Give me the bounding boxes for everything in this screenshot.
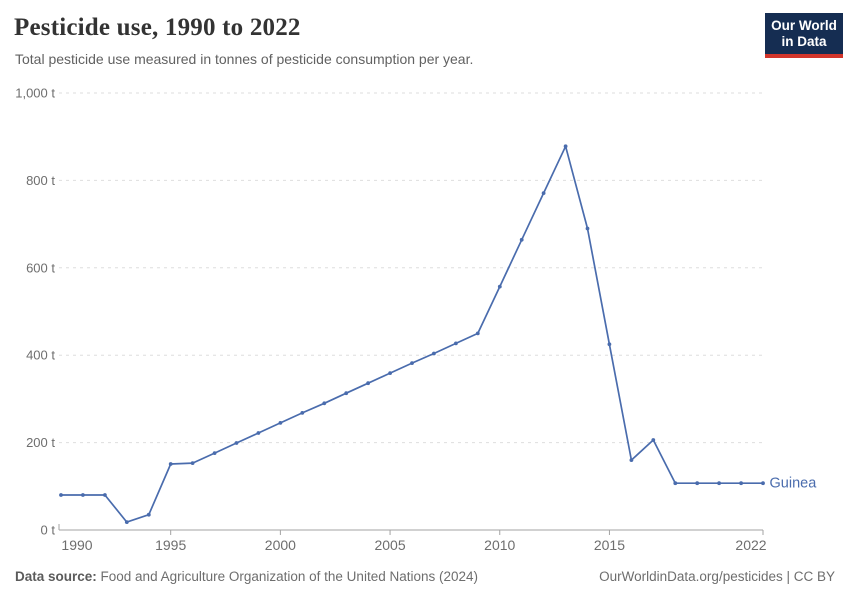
y-axis-label-400: 400 t: [26, 348, 55, 363]
data-point-2003[interactable]: [344, 391, 349, 396]
data-point-2022[interactable]: [761, 481, 765, 486]
data-point-2011[interactable]: [519, 237, 524, 242]
data-point-2019[interactable]: [695, 481, 700, 486]
x-axis-label-1990: 1990: [61, 537, 92, 553]
data-point-2020[interactable]: [717, 481, 721, 486]
data-point-2009[interactable]: [475, 331, 480, 336]
owid-url-license[interactable]: OurWorldinData.org/pesticides | CC BY: [599, 569, 835, 584]
data-point-2000[interactable]: [278, 421, 283, 425]
x-axis-label-2005: 2005: [374, 537, 405, 553]
data-point-2015[interactable]: [607, 342, 612, 347]
data-source-label: Data source:: [15, 569, 97, 584]
owid-logo-line1: Our World: [771, 18, 837, 33]
owid-logo-line2: in Data: [781, 34, 827, 49]
data-point-2006[interactable]: [410, 361, 414, 365]
data-point-1995[interactable]: [168, 462, 173, 466]
owid-logo[interactable]: Our World in Data: [765, 13, 843, 58]
data-point-2016[interactable]: [629, 458, 634, 462]
y-axis-label-600: 600 t: [26, 260, 55, 275]
chart-subtitle: Total pesticide use measured in tonnes o…: [15, 51, 474, 67]
data-point-2005[interactable]: [388, 371, 392, 375]
guinea-line[interactable]: [60, 145, 764, 523]
data-source-text: Food and Agriculture Organization of the…: [96, 569, 479, 584]
data-point-2021[interactable]: [739, 481, 743, 486]
y-axis-label-200: 200 t: [26, 435, 55, 450]
data-point-2002[interactable]: [322, 401, 327, 406]
x-axis-label-2015: 2015: [594, 537, 625, 553]
data-point-2014[interactable]: [585, 226, 590, 231]
data-point-1992[interactable]: [103, 493, 107, 497]
data-point-2008[interactable]: [454, 341, 458, 346]
data-point-1990[interactable]: [59, 493, 63, 497]
x-axis-label-2022: 2022: [735, 537, 766, 553]
data-point-2004[interactable]: [366, 381, 370, 386]
y-axis-label-1000: 1,000 t: [15, 86, 55, 101]
data-point-1994[interactable]: [146, 512, 151, 517]
data-point-2013[interactable]: [563, 144, 568, 149]
x-axis-label-2000: 2000: [265, 537, 296, 553]
chart-header: Pesticide use, 1990 to 2022 Total pestic…: [14, 12, 473, 68]
y-axis-label-0: 0 t: [41, 523, 56, 538]
data-point-2018[interactable]: [673, 481, 678, 486]
series-label-guinea[interactable]: Guinea: [770, 476, 818, 492]
x-axis-label-2010: 2010: [484, 537, 515, 553]
data-point-2012[interactable]: [541, 191, 546, 196]
data-point-2010[interactable]: [497, 284, 502, 289]
data-point-1993[interactable]: [124, 520, 129, 524]
data-point-1991[interactable]: [81, 493, 85, 497]
data-point-2001[interactable]: [300, 411, 305, 415]
data-point-1996[interactable]: [190, 461, 195, 465]
data-point-2017[interactable]: [651, 438, 656, 442]
y-axis-label-800: 800 t: [26, 173, 55, 188]
data-point-1998[interactable]: [234, 441, 239, 445]
data-source: Data source: Food and Agriculture Organi…: [15, 569, 478, 584]
x-axis-label-1995: 1995: [155, 537, 186, 553]
data-point-2007[interactable]: [432, 351, 436, 356]
chart-title: Pesticide use, 1990 to 2022: [14, 14, 301, 41]
data-point-1997[interactable]: [212, 451, 217, 455]
data-point-1999[interactable]: [256, 431, 261, 435]
chart-footer: Data source: Food and Agriculture Organi…: [15, 569, 835, 584]
